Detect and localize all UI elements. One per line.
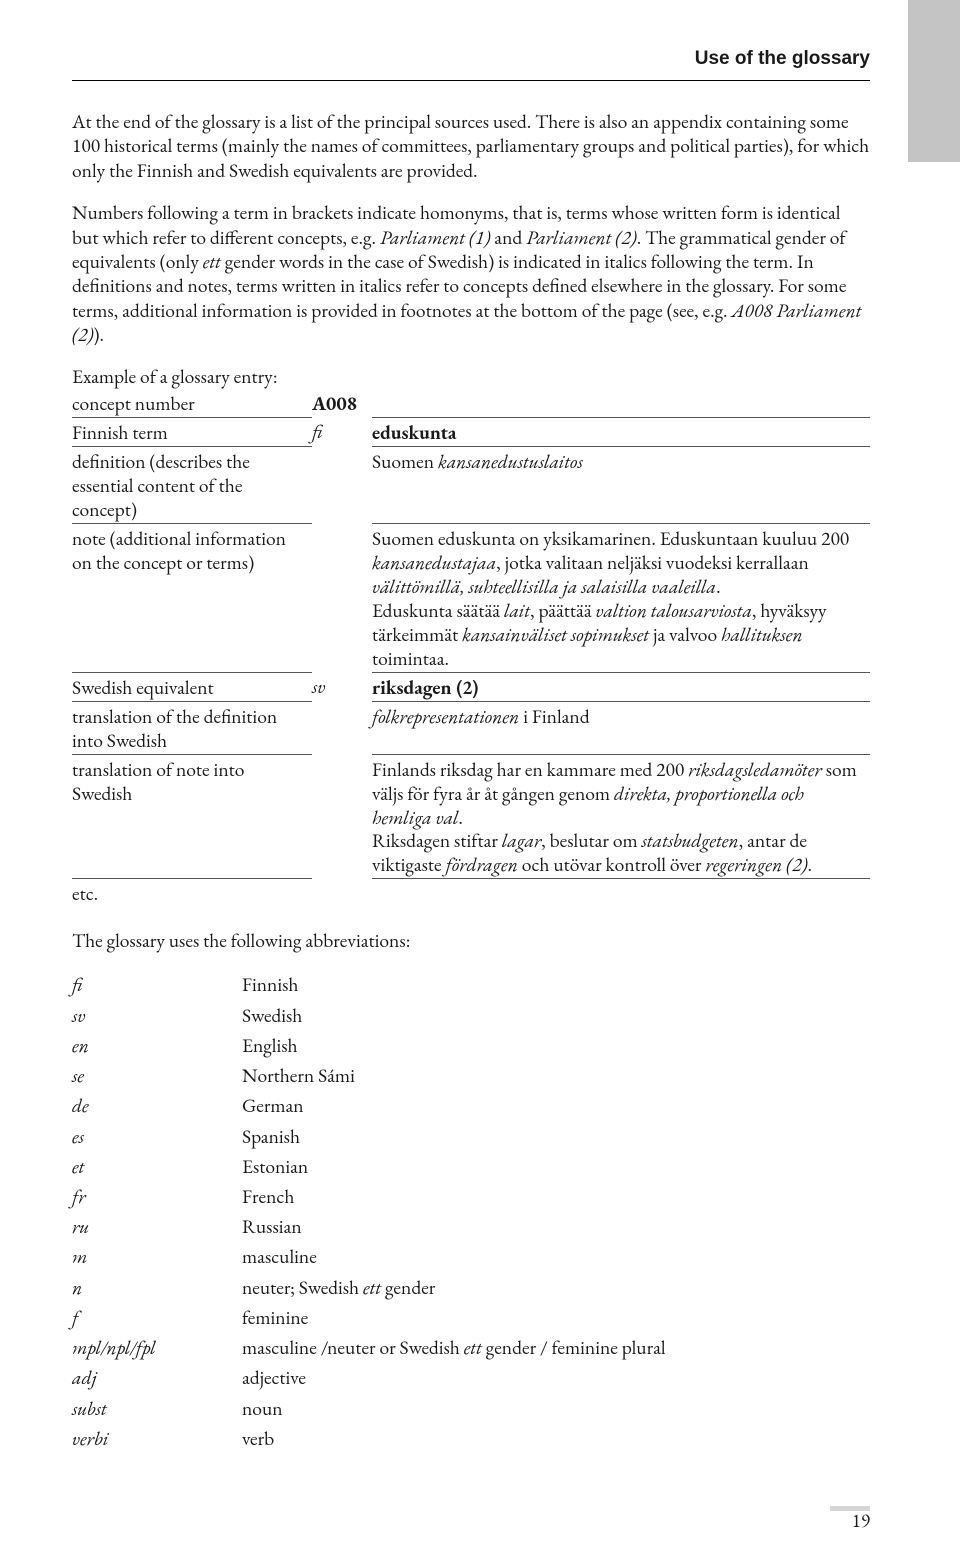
abbreviation-row: mpl/npl/fplmasculine /neuter or Swedish … — [72, 1332, 666, 1362]
abbreviation-row: ffeminine — [72, 1302, 666, 1332]
glossary-row-lang: A008 — [312, 389, 372, 417]
glossary-row-lang — [312, 879, 372, 907]
glossary-example-body: concept numberA008Finnish termfieduskunt… — [72, 389, 870, 908]
abbreviation-code: m — [72, 1241, 242, 1271]
abbreviation-code: de — [72, 1090, 242, 1120]
abbreviation-code: f — [72, 1302, 242, 1332]
abbreviation-code: verbi — [72, 1423, 242, 1453]
glossary-row: definition (describes the essential cont… — [72, 446, 870, 523]
glossary-row-content: Suomen eduskunta on yksikamarinen. Edusk… — [372, 523, 870, 672]
page-number: 19 — [852, 1508, 870, 1533]
abbreviation-meaning: masculine — [242, 1241, 666, 1271]
abbreviations-body: fiFinnishsvSwedishenEnglishseNorthern Sá… — [72, 969, 666, 1453]
glossary-row: concept numberA008 — [72, 389, 870, 417]
abbreviation-code: adj — [72, 1362, 242, 1392]
abbreviation-row: ruRussian — [72, 1211, 666, 1241]
glossary-row-lang — [312, 523, 372, 672]
glossary-row-content: folkrepresentationen i Finland — [372, 701, 870, 754]
abbreviation-meaning: German — [242, 1090, 666, 1120]
glossary-row-lang — [312, 446, 372, 523]
abbreviation-row: svSwedish — [72, 1000, 666, 1030]
glossary-row-lang: fi — [312, 417, 372, 446]
abbreviation-row: etEstonian — [72, 1151, 666, 1181]
abbreviation-meaning: Swedish — [242, 1000, 666, 1030]
abbreviation-meaning: English — [242, 1030, 666, 1060]
glossary-row-label: Finnish term — [72, 417, 312, 446]
glossary-row-label: definition (describes the essential cont… — [72, 446, 312, 523]
abbreviation-code: subst — [72, 1393, 242, 1423]
abbreviation-meaning: noun — [242, 1393, 666, 1423]
abbreviation-meaning: Russian — [242, 1211, 666, 1241]
abbreviation-row: seNorthern Sámi — [72, 1060, 666, 1090]
glossary-example-table: concept numberA008Finnish termfieduskunt… — [72, 389, 870, 908]
intro-paragraph-1: At the end of the glossary is a list of … — [72, 109, 870, 182]
glossary-row: Finnish termfieduskunta — [72, 417, 870, 446]
abbreviation-code: fr — [72, 1181, 242, 1211]
abbreviation-code: et — [72, 1151, 242, 1181]
glossary-row: etc. — [72, 879, 870, 907]
glossary-row-content — [372, 879, 870, 907]
abbreviation-row: adjadjective — [72, 1362, 666, 1392]
abbreviation-code: mpl/npl/fpl — [72, 1332, 242, 1362]
glossary-row-content — [372, 389, 870, 417]
glossary-row-lang — [312, 754, 372, 879]
abbreviation-row: fiFinnish — [72, 969, 666, 999]
abbreviation-meaning: masculine /neuter or Swedish ett gender … — [242, 1332, 666, 1362]
abbreviation-row: mmasculine — [72, 1241, 666, 1271]
glossary-row: translation of the definition into Swedi… — [72, 701, 870, 754]
abbreviation-meaning: Finnish — [242, 969, 666, 999]
abbreviation-meaning: feminine — [242, 1302, 666, 1332]
glossary-row-label: etc. — [72, 879, 312, 907]
glossary-row-content: Finlands riksdag har en kammare med 200 … — [372, 754, 870, 879]
abbreviation-meaning: Northern Sámi — [242, 1060, 666, 1090]
page: Use of the glossary At the end of the gl… — [0, 0, 960, 1559]
abbreviation-code: fi — [72, 969, 242, 999]
example-heading: Example of a glossary entry: — [72, 364, 870, 388]
abbreviation-row: frFrench — [72, 1181, 666, 1211]
glossary-row-label: Swedish equivalent — [72, 672, 312, 701]
glossary-row: Swedish equivalentsvriksdagen (2) — [72, 672, 870, 701]
abbreviation-meaning: French — [242, 1181, 666, 1211]
abbreviation-meaning: adjective — [242, 1362, 666, 1392]
glossary-row-label: translation of the definition into Swedi… — [72, 701, 312, 754]
abbreviation-row: deGerman — [72, 1090, 666, 1120]
glossary-row-label: concept number — [72, 389, 312, 417]
glossary-row: translation of note into Swedish Finlands… — [72, 754, 870, 879]
abbreviation-row: enEnglish — [72, 1030, 666, 1060]
abbreviation-meaning: verb — [242, 1423, 666, 1453]
glossary-row-label: translation of note into Swedish — [72, 754, 312, 879]
abbreviation-row: nneuter; Swedish ett gender — [72, 1272, 666, 1302]
running-head: Use of the glossary — [72, 48, 870, 81]
thumb-tab — [908, 0, 960, 162]
glossary-row-content: eduskunta — [372, 417, 870, 446]
glossary-row: note (additional information on the conc… — [72, 523, 870, 672]
abbreviations-heading: The glossary uses the following abbrevia… — [72, 927, 870, 953]
glossary-row-content: Suomen kansanedustuslaitos — [372, 446, 870, 523]
glossary-row-content: riksdagen (2) — [372, 672, 870, 701]
abbreviation-row: verbiverb — [72, 1423, 666, 1453]
abbreviation-code: ru — [72, 1211, 242, 1241]
abbreviation-row: substnoun — [72, 1393, 666, 1423]
abbreviation-meaning: Spanish — [242, 1121, 666, 1151]
abbreviation-code: en — [72, 1030, 242, 1060]
glossary-row-lang — [312, 701, 372, 754]
abbreviation-code: sv — [72, 1000, 242, 1030]
abbreviation-code: es — [72, 1121, 242, 1151]
intro-paragraph-2: Numbers following a term in brackets ind… — [72, 200, 870, 346]
glossary-row-label: note (additional information on the conc… — [72, 523, 312, 672]
abbreviation-meaning: Estonian — [242, 1151, 666, 1181]
abbreviation-row: esSpanish — [72, 1121, 666, 1151]
abbreviation-code: se — [72, 1060, 242, 1090]
abbreviation-code: n — [72, 1272, 242, 1302]
abbreviations-table: fiFinnishsvSwedishenEnglishseNorthern Sá… — [72, 969, 666, 1453]
abbreviation-meaning: neuter; Swedish ett gender — [242, 1272, 666, 1302]
glossary-row-lang: sv — [312, 672, 372, 701]
